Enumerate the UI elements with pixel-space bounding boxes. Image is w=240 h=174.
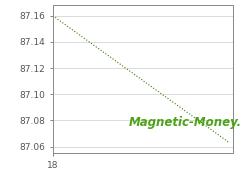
Text: Magnetic-Money.org: Magnetic-Money.org bbox=[128, 117, 240, 129]
